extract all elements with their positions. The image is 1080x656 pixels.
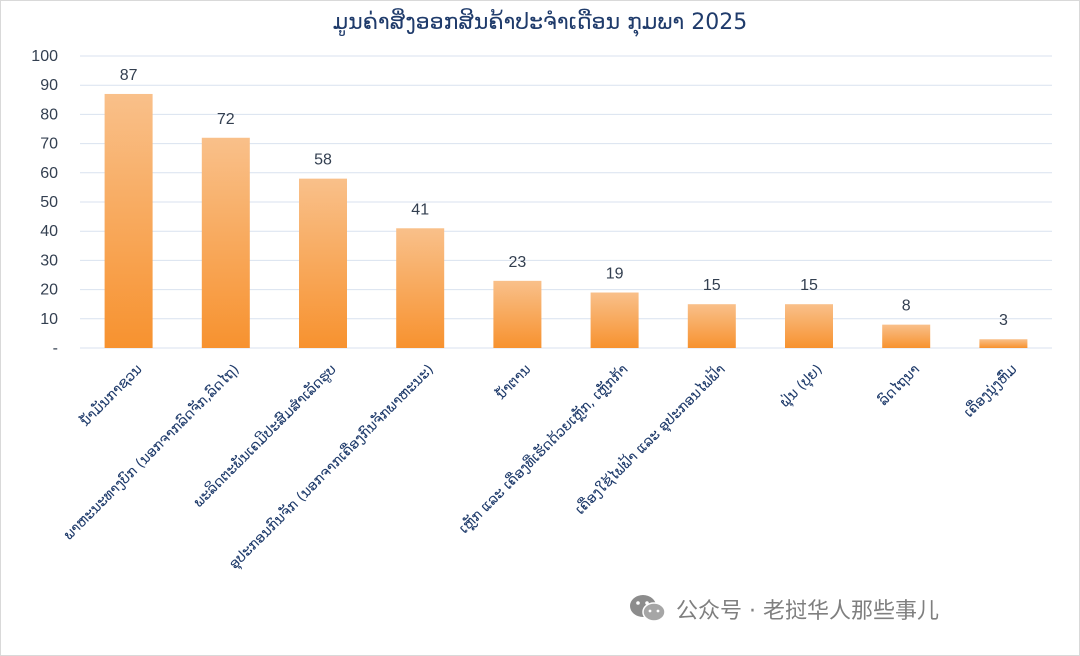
bar [396,228,445,348]
y-tick-label: 90 [40,77,58,94]
y-tick-label: 50 [40,194,58,211]
bar [785,304,833,348]
data-label: 87 [120,67,138,84]
bar [979,339,1028,348]
category-label: ນ້ຳຕານ [492,361,534,403]
bar [493,280,542,348]
bar [104,93,153,349]
data-label: 58 [314,152,332,169]
category-label: ອຸປະກອນກົນຈັກ (ນອກຈາກເຄື່ອງກົນຈັກພາຫະນະ) [225,360,438,573]
y-tick-label: 100 [31,48,58,65]
y-tick-label: 60 [40,165,58,182]
bar [299,178,347,348]
y-tick-label: 30 [40,252,58,269]
category-label: ເຄື່ອງນຸ່ງຫົ່ມ [959,360,1020,421]
data-label: 15 [800,277,818,294]
watermark: 公众号 · 老挝华人那些事儿 [628,592,939,626]
data-label: 41 [411,201,429,218]
bar [201,137,250,348]
data-label: 19 [606,266,624,283]
chart-title: ມູນຄ່າສິ່ງອອກສິນຄ້າປະຈຳເດືອນ ກຸມພາ 2025 [332,10,748,35]
watermark-text: 公众号 · 老挝华人那些事儿 [676,599,939,624]
data-label: 3 [999,312,1008,329]
bar [882,324,931,348]
y-tick-label: 40 [40,223,58,240]
category-label: ເຫຼັກ ແລະ ເຄື່ອງທີ່ເຮັດດ້ວຍເຫຼັກ, ເຫຼັກກ… [455,360,632,537]
bar [687,304,736,348]
category-label: ຝຸ່ນ (ປຸຍ) [776,361,827,412]
category-label: ເຄື່ອງໃຊ້ໄຟຟ້າ ແລະ ອຸປະກອນໄຟຟ້າ [570,360,729,519]
y-tick-label: 80 [40,106,58,123]
data-label: 8 [902,298,911,315]
y-tick-label: 10 [40,311,58,328]
category-label: ພາຫະນະທາງບົກ (ນອກຈາກລົດຈັກ,ລົດໄຖ) [60,361,243,544]
category-label: ລົດໄຖນາ [875,361,923,409]
y-tick-label: 70 [40,136,58,153]
category-label: ນ້ຳມັນກາຊວນ [77,361,146,430]
data-label: 15 [703,277,721,294]
data-label: 23 [509,254,527,271]
data-labels: 87 72 58 41 23 19 15 15 8 3 [120,67,1008,329]
bars [104,93,1028,349]
wechat-icon [630,595,666,622]
y-tick-label: 20 [40,282,58,299]
y-axis-ticks: - 10 20 30 40 50 60 70 80 90 100 [31,48,58,357]
bar [590,292,639,348]
y-tick-label: - [53,340,58,357]
data-label: 72 [217,111,235,128]
